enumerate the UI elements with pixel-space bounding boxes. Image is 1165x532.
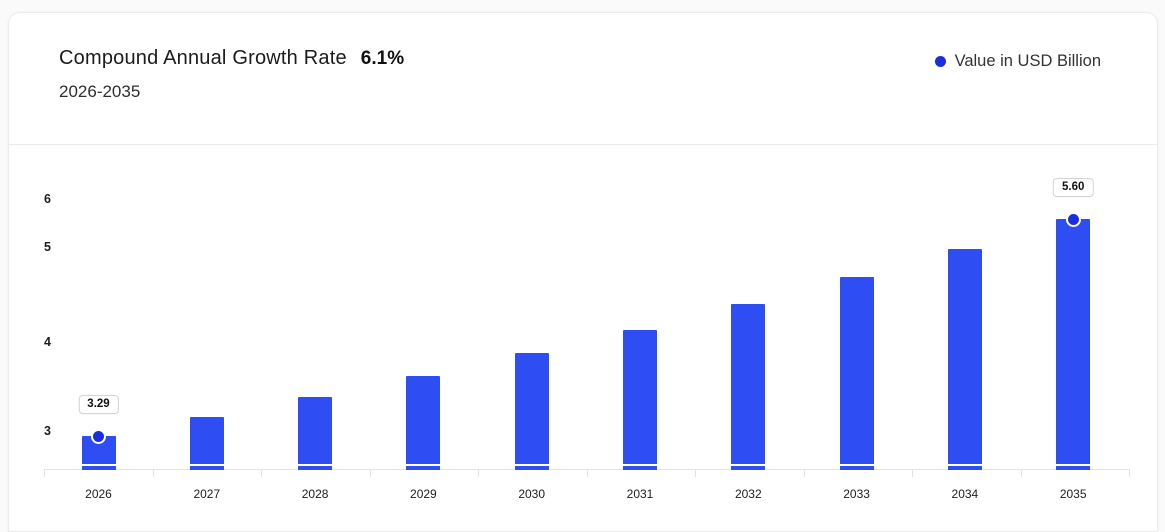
legend-item[interactable]: Value in USD Billion (934, 47, 1101, 71)
x-axis-tick (44, 469, 45, 477)
chart-header: Compound Annual Growth Rate 6.1% 2026-20… (9, 13, 1157, 145)
y-axis-label-3: 3 (44, 424, 51, 438)
bar-2033[interactable] (839, 277, 874, 470)
x-axis-tick (369, 469, 371, 477)
x-axis-label-2026: 2026 (85, 487, 112, 501)
bar-2030[interactable] (514, 353, 549, 470)
chart-title: Compound Annual Growth Rate (59, 47, 347, 69)
bar-2034[interactable] (947, 249, 982, 470)
x-axis-tick (586, 469, 588, 477)
y-axis-label-4: 4 (44, 335, 51, 349)
x-axis-tick (261, 469, 262, 477)
x-axis-tick (912, 469, 913, 477)
title-block: Compound Annual Growth Rate 6.1% 2026-20… (59, 47, 404, 102)
legend-dot-icon (934, 56, 946, 67)
bar-2035[interactable] (1056, 219, 1091, 470)
x-axis-tick (1020, 469, 1022, 477)
title-line: Compound Annual Growth Rate 6.1% (59, 47, 404, 70)
x-axis-tick (803, 469, 805, 477)
bar-2028[interactable] (298, 397, 333, 470)
x-axis-label-2034: 2034 (951, 487, 979, 501)
data-point-marker[interactable] (91, 428, 106, 444)
data-point-marker[interactable] (1065, 211, 1081, 227)
value-callout: 5.60 (1052, 178, 1094, 197)
x-axis-label-2028: 2028 (301, 487, 329, 501)
bar-2027[interactable] (189, 417, 224, 470)
value-callout: 3.29 (78, 395, 119, 414)
x-axis-tick (695, 469, 696, 477)
chart-subtitle: 2026-2035 (59, 82, 141, 101)
legend-label: Value in USD Billion (954, 52, 1101, 70)
x-axis-tick (478, 469, 479, 477)
x-axis-label-2030: 2030 (518, 487, 546, 501)
y-axis-label-5: 5 (44, 240, 51, 254)
x-axis-label-2031: 2031 (626, 487, 654, 501)
x-axis-tick (152, 469, 154, 477)
x-axis-tick (1129, 469, 1130, 477)
bar-chart-plot-area: 6 5 4 3 2026 2027 2028 2029 2030 2031 2032 2033 2034… (9, 145, 1157, 524)
cagr-value: 6.1% (360, 48, 405, 69)
x-axis-label-2033: 2033 (843, 487, 870, 501)
x-axis-label-2035: 2035 (1059, 487, 1087, 501)
y-axis-label-6: 6 (44, 192, 51, 206)
x-axis-label-2029: 2029 (410, 487, 437, 501)
chart-card: Compound Annual Growth Rate 6.1% 2026-20… (8, 12, 1158, 532)
bar-2031[interactable] (623, 330, 657, 470)
bar-2032[interactable] (731, 304, 766, 470)
x-axis-label-2032: 2032 (734, 487, 762, 501)
bar-2029[interactable] (406, 376, 441, 470)
x-axis-label-2027: 2027 (193, 487, 221, 501)
